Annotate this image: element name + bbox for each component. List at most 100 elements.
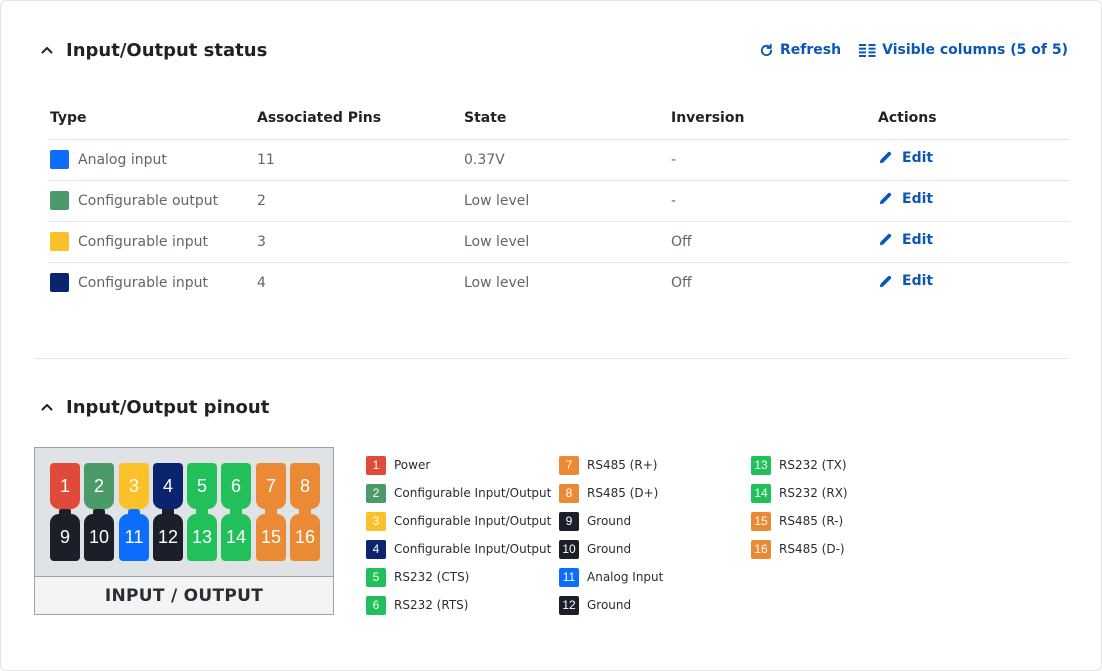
actions-cell: Edit (876, 221, 1070, 263)
legend-item: 12 Ground (559, 591, 663, 619)
edit-label: Edit (902, 273, 934, 289)
table-row: Configurable input 4 Low level Off Edit (48, 262, 1070, 303)
io-status-table: Type Associated Pins State Inversion Act… (48, 97, 1070, 303)
pin-10: 10 (84, 509, 114, 561)
legend-pin-label: RS485 (D-) (779, 542, 845, 556)
legend-pin-number: 11 (559, 567, 579, 587)
type-cell: Configurable input (48, 221, 255, 263)
collapse-status-button[interactable] (34, 37, 60, 63)
pins-cell: 2 (255, 180, 462, 222)
legend-pin-number: 12 (559, 595, 579, 615)
legend-pin-number: 4 (366, 539, 386, 559)
legend-pin-label: Analog Input (587, 570, 664, 584)
pinout-section-title: Input/Output pinout (66, 396, 270, 418)
refresh-icon (760, 43, 773, 56)
edit-button[interactable]: Edit (878, 150, 933, 166)
collapse-pinout-button[interactable] (34, 394, 60, 420)
legend-pin-number: 14 (751, 483, 771, 503)
legend-pin-number: 13 (751, 455, 771, 475)
edit-label: Edit (902, 190, 934, 207)
legend-column: 13 RS232 (TX) 14 RS232 (RX) 15 RS485 (R-) 16 RS… (751, 451, 848, 563)
type-label: Configurable output (78, 192, 219, 209)
pin-2: 2 (84, 463, 114, 514)
legend-pin-number: 9 (559, 511, 579, 531)
legend-item: 1 Power (366, 451, 551, 479)
chevron-up-icon (41, 404, 53, 411)
edit-label: Edit (902, 231, 934, 248)
pencil-icon (879, 275, 892, 287)
pin-13: 13 (187, 509, 217, 561)
legend-item: 10 Ground (559, 535, 663, 563)
legend-pin-label: RS232 (RTS) (394, 598, 469, 612)
pin-9: 9 (50, 509, 80, 561)
status-section-title: Input/Output status (66, 39, 268, 61)
legend-item: 3 Configurable Input/Output (366, 507, 551, 535)
pencil-icon (879, 193, 892, 205)
visible-columns-label: Visible columns (5 of 5) (882, 42, 1068, 58)
type-color-swatch (50, 150, 69, 169)
type-color-swatch (50, 191, 69, 210)
pin-7: 7 (256, 463, 286, 514)
table-row: Configurable output 2 Low level - Edit (48, 180, 1070, 222)
legend-pin-label: RS485 (R+) (587, 458, 658, 472)
refresh-button[interactable]: Refresh (759, 42, 841, 58)
column-header-inversion: Inversion (669, 97, 876, 140)
pins-cell: 4 (257, 274, 266, 291)
pencil-icon (879, 234, 892, 246)
legend-pin-number: 1 (366, 455, 386, 475)
pinout-caption: INPUT / OUTPUT (35, 576, 333, 614)
legend-pin-label: Ground (587, 598, 632, 612)
legend-column: 1 Power 2 Configurable Input/Output 3 Configu… (366, 451, 551, 619)
legend-pin-label: RS232 (RX) (779, 486, 848, 500)
pencil-icon (879, 152, 892, 164)
visible-columns-button[interactable]: Visible columns (5 of 5) (859, 42, 1068, 58)
edit-button[interactable]: Edit (878, 273, 933, 289)
legend-pin-label: Configurable Input/Output (394, 486, 552, 500)
pin-12: 12 (153, 509, 183, 561)
legend-pin-label: RS232 (CTS) (394, 570, 470, 584)
chevron-up-icon (41, 47, 53, 54)
legend-pin-label: RS232 (TX) (779, 458, 847, 472)
edit-label: Edit (902, 149, 934, 166)
legend-item: 14 RS232 (RX) (751, 479, 848, 507)
column-header-type: Type (48, 97, 255, 140)
state-cell: Low level (462, 221, 669, 263)
pin-4: 4 (153, 463, 183, 514)
state-cell: 0.37V (462, 139, 669, 181)
inversion-cell: - (669, 139, 876, 181)
table-header-row: Type Associated Pins State Inversion Act… (48, 97, 1070, 140)
table-row: Analog input 11 0.37V - Edit (48, 139, 1070, 181)
type-cell: Configurable input (48, 262, 255, 303)
type-cell: Configurable output (48, 180, 255, 222)
legend-column: 7 RS485 (R+) 8 RS485 (D+) 9 Ground 10 Ground 11 A… (559, 451, 663, 619)
column-header-state: State (462, 97, 669, 140)
inversion-cell: - (669, 180, 876, 222)
edit-button[interactable]: Edit (878, 191, 933, 207)
edit-button[interactable]: Edit (878, 232, 933, 248)
pin-16: 16 (290, 509, 320, 561)
pinout-section-header: Input/Output pinout (34, 392, 1068, 422)
type-color-swatch (50, 232, 69, 251)
legend-pin-label: Power (394, 458, 431, 472)
column-header-actions: Actions (876, 97, 1070, 140)
pin-8: 8 (290, 463, 320, 514)
table-row: Configurable input 3 Low level Off Edit (48, 221, 1070, 263)
legend-item: 4 Configurable Input/Output (366, 535, 551, 563)
section-divider (34, 358, 1068, 359)
inversion-cell: Off (669, 221, 876, 263)
pin-3: 3 (119, 463, 149, 514)
type-label: Configurable input (78, 274, 208, 291)
column-header-pins: Associated Pins (255, 97, 462, 140)
state-cell: Low level (464, 274, 530, 291)
legend-pin-label: RS485 (R-) (779, 514, 844, 528)
pin-5: 5 (187, 463, 217, 514)
legend-pin-number: 10 (559, 539, 579, 559)
legend-pin-label: Configurable Input/Output (394, 542, 552, 556)
actions-cell: Edit (876, 139, 1070, 181)
legend-item: 8 RS485 (D+) (559, 479, 663, 507)
inversion-cell: Off (671, 274, 692, 291)
state-cell: Low level (462, 180, 669, 222)
legend-pin-label: Configurable Input/Output (394, 514, 552, 528)
type-label: Analog input (78, 151, 167, 168)
